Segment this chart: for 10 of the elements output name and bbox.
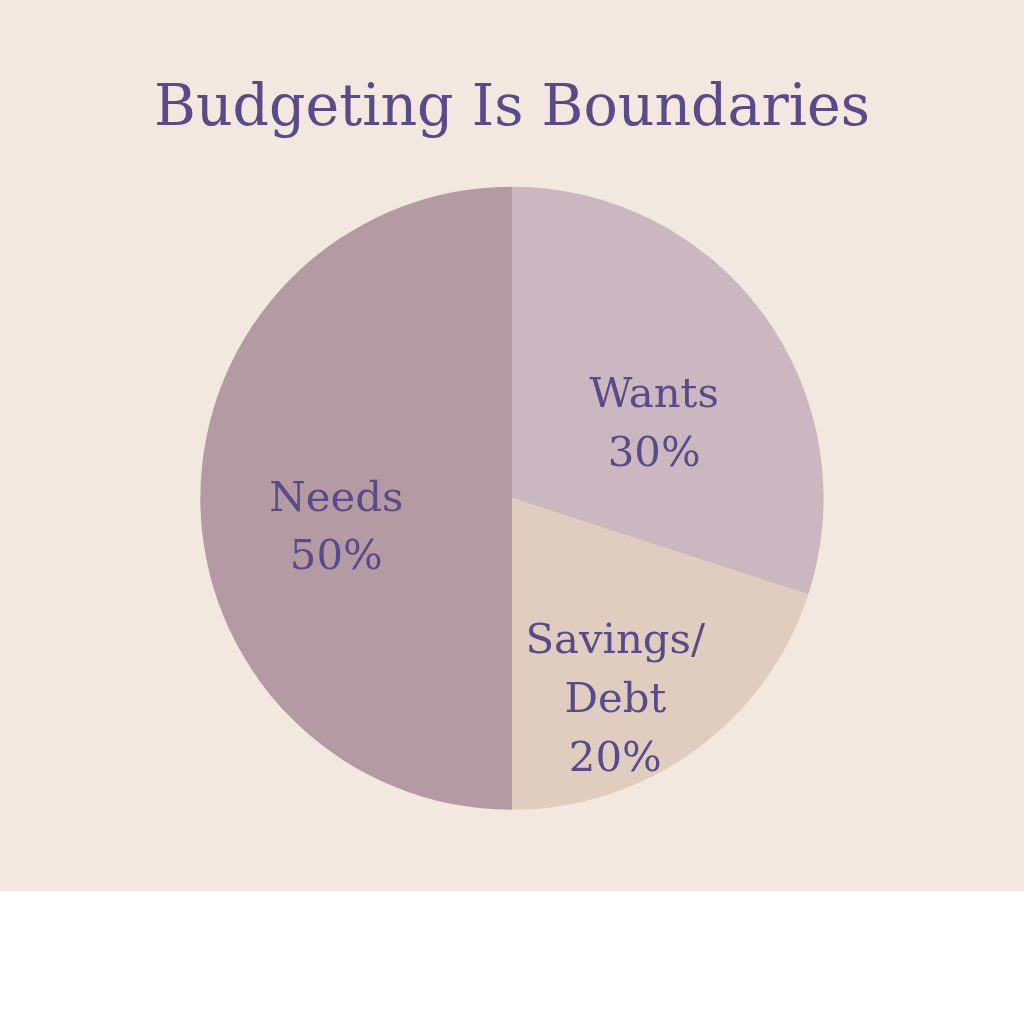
slice-label: Needs [269,471,404,521]
slice-label: Savings/Debt [525,613,707,722]
slice-label: Wants [589,368,719,418]
data-label: 30% [607,427,701,477]
data-label: 20% [568,731,662,781]
pie-slice [512,186,823,595]
data-label: 50% [289,530,383,580]
chart-title: Budgeting Is Boundaries [153,71,871,138]
pie-slice [512,498,809,810]
pie-slice [201,186,512,810]
